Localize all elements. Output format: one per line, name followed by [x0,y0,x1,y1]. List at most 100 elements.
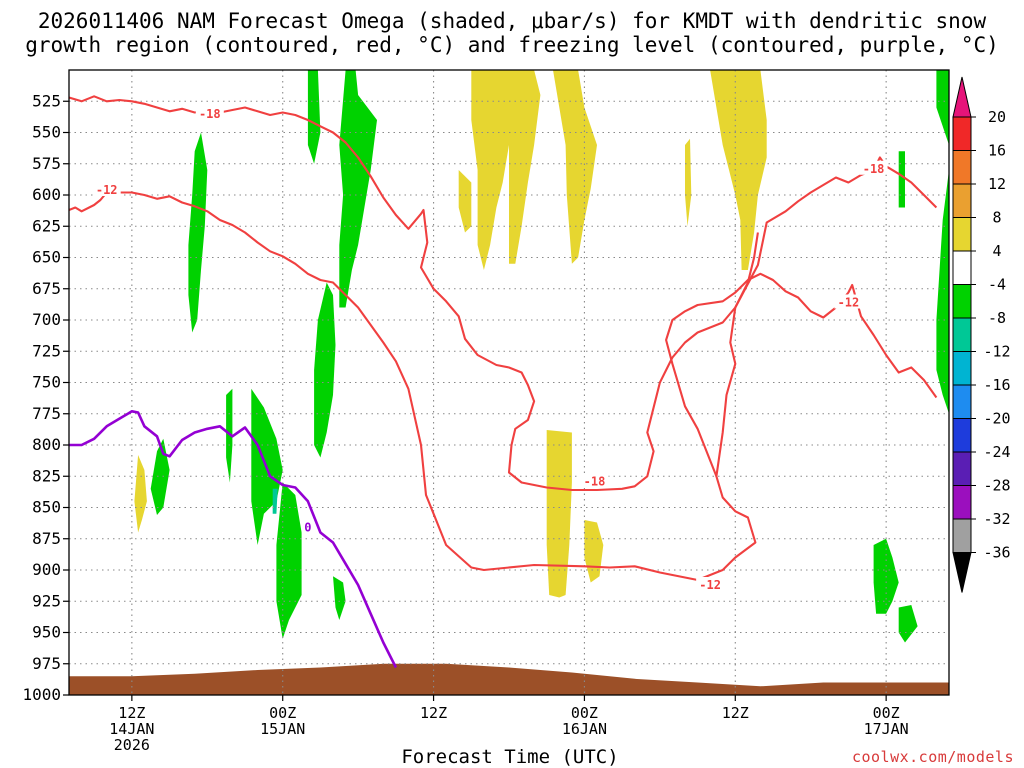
contour-label-bg [696,577,725,591]
y-tick-label: 800 [32,435,61,454]
region-omega-4-to-8-yellow- [546,430,572,598]
contour-dgz-12c-left-branch- [665,272,938,477]
y-tick-label: 850 [32,498,61,517]
contour-dgz-12c-upper- [69,156,938,582]
region-omega-4-to-8-green- [276,482,302,639]
y-tick-label: 700 [32,310,61,329]
contour-label-bg [195,105,224,120]
contour-label-bg [580,473,609,488]
contour-label: -12 [96,183,118,197]
colorbar-swatch [952,250,972,285]
colorbar-label: -36 [983,544,1010,562]
region-terrain [69,663,949,695]
contour-label-bg [859,160,888,175]
region-omega-4-to-8-green- [333,576,346,620]
region-omega-4-to-8-yellow- [584,520,604,583]
y-tick-label: 825 [32,466,61,485]
y-tick-label: 925 [32,591,61,610]
x-tick-label: 16JAN [562,720,607,738]
x-tick-label: 12Z [722,704,749,722]
x-tick-label: 15JAN [260,720,305,738]
x-tick-label: 14JAN [109,720,154,738]
colorbar-swatch [952,217,972,252]
y-tick-label: 600 [32,185,61,204]
y-tick-label: 750 [32,373,61,392]
colorbar-swatch [952,485,972,520]
x-axis-title: Forecast Time (UTC) [401,746,619,768]
colorbar-label: -20 [983,410,1010,428]
region-omega-4-to-8-yellow- [553,70,597,264]
y-tick-label: 525 [32,91,61,110]
colorbar-top-arrow [952,76,972,118]
colorbar-label: 12 [988,175,1006,193]
contour-label-bg [301,519,314,534]
contour-dgz-18c-upper- [69,95,759,492]
contour-label: -12 [838,296,860,310]
y-tick-label: 725 [32,341,61,360]
y-tick-label: 975 [32,654,61,673]
colorbar-label: -16 [983,376,1010,394]
contour-label: -18 [584,474,606,488]
colorbar-swatch [952,351,972,386]
x-tick-label: 12Z [420,704,447,722]
x-tick-label: 2026 [114,736,150,754]
region-omega-8-to-12-teal- [272,488,278,514]
colorbar-label: -12 [983,343,1010,361]
y-tick-label: 950 [32,623,61,642]
colorbar-label: -32 [983,510,1010,528]
region-omega-4-to-8-green- [936,70,949,145]
grid-lines [69,70,949,695]
region-omega-4-to-8-green- [898,605,918,643]
colorbar-swatch [952,284,972,319]
y-tick-label: 775 [32,404,61,423]
x-tick-label: 00Z [873,704,900,722]
region-omega-4-to-8-green- [314,282,336,458]
chart-title-line-2: growth region (contoured, red, °C) and f… [25,33,999,57]
colorbar-swatch [952,384,972,419]
x-tick-label: 00Z [269,704,296,722]
contour-label: -12 [699,578,721,592]
colorbar-swatch [952,116,972,151]
colorbar-swatch [952,150,972,185]
y-tick-label: 675 [32,279,61,298]
colorbar-label: -4 [988,276,1006,294]
colorbar-swatch [952,451,972,486]
region-omega-4-to-8-green- [307,70,321,164]
region-omega-4-to-8-green- [188,132,208,333]
contour-label: -18 [199,107,221,121]
region-omega-4-to-8-green- [936,170,949,414]
contour-freezing-level-0c-left- [69,409,398,669]
region-omega-4-to-8-yellow- [134,455,147,533]
colorbar-label: 16 [988,142,1006,160]
region-omega-4-to-8-yellow- [458,170,472,233]
colorbar-label: 4 [992,242,1001,260]
colorbar-swatch [952,183,972,218]
colorbar-bottom-arrow [952,552,972,593]
pressure-axis: 525 550 575 600 625 650 675 700 725 750 775 800 825 8… [22,91,69,704]
contour-label: 0 [304,521,311,535]
region-omega-4-to-8-green- [339,70,377,308]
y-tick-label: 575 [32,154,61,173]
contour-label-bg [834,294,863,309]
region-omega-4-to-8-green- [150,438,170,515]
colorbar-swatch [952,418,972,453]
y-tick-label: 625 [32,216,61,235]
shaded-regions [69,70,949,695]
x-tick-label: 00Z [571,704,598,722]
colorbar-label: -24 [983,443,1010,461]
omega-colorbar: 20 16 12 8 4 -4 -8 -12 -16 -20 -24 -28 -32 -36 [952,76,1011,593]
y-tick-label: 1000 [22,685,61,704]
credit-text: coolwx.com/models [851,748,1014,766]
colorbar-label: 20 [988,108,1006,126]
region-omega-4-to-8-green- [226,388,233,483]
colorbar-swatch [952,518,972,553]
chart-title-line-1: 2026011406 NAM Forecast Omega (shaded, μ… [37,9,987,33]
colorbar-swatch [952,317,972,352]
x-tick-label: 17JAN [864,720,909,738]
contour-label: -18 [863,162,885,176]
x-tick-label: 12Z [118,704,145,722]
colorbar-label: -8 [988,309,1006,327]
contour-label-bg [92,182,121,196]
contour-labels: -18 -12 -18 -12 -18 -12 0 [92,105,888,592]
y-tick-label: 900 [32,560,61,579]
